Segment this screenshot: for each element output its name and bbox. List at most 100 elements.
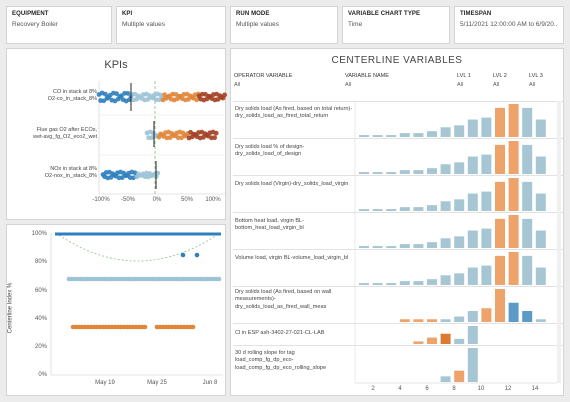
histogram-bar: [413, 319, 424, 322]
scatter-dots: [66, 252, 222, 330]
scatter-dot-blue: [180, 252, 186, 258]
histogram-bar: [386, 283, 397, 285]
variable-row[interactable]: Volume load, virgin BL-volume_load_virgi…: [233, 249, 563, 286]
histogram-bar: [427, 242, 437, 248]
kpi-label-line1: CO in stack at 8%: [52, 89, 97, 95]
header-label: VARIABLE NAME: [345, 73, 389, 79]
scatter-dot-blue: [194, 252, 200, 258]
histogram-bar: [440, 319, 451, 322]
histogram-bar: [372, 209, 383, 211]
histogram-bar: [535, 319, 546, 322]
histogram-bar: [522, 107, 533, 137]
variable-row[interactable]: 30 d rolling slope for tag load_comp_fg_…: [233, 345, 563, 383]
header-lvl1[interactable]: LVL 1 All: [457, 73, 471, 88]
histogram-bar: [467, 348, 478, 382]
histogram-bar: [508, 178, 519, 211]
kpi-dot: [155, 170, 161, 176]
filter-timespan[interactable]: TIMESPAN 5/11/2021 12:00:00 AM to 6/9/20…: [454, 6, 564, 44]
histogram-bar: [508, 104, 519, 137]
y-tick: 0%: [38, 372, 47, 378]
filter-run-mode[interactable]: RUN MODE Multiple values: [230, 6, 338, 44]
histogram-bar: [508, 141, 519, 174]
histogram-bar: [413, 244, 424, 248]
kpi-dot: [212, 135, 218, 141]
header-lvl2[interactable]: LVL 2 All: [493, 73, 507, 88]
kpi-label-nox[interactable]: NOx in stack at 8% O2-nox_in_stack_8%: [13, 166, 97, 180]
histogram-bar: [495, 144, 505, 174]
filter-title: RUN MODE: [236, 11, 270, 17]
histogram-bar: [522, 181, 533, 211]
histogram-x-tick: 10: [477, 386, 485, 392]
centerline-histograms[interactable]: [231, 49, 565, 397]
histogram-bar: [454, 236, 465, 248]
histogram-bar: [440, 333, 451, 344]
variable-label: Dry solids load % of design-dry_solids_l…: [235, 144, 305, 158]
kpi-strip-plot[interactable]: [7, 49, 228, 221]
centerline-index-scatter[interactable]: [7, 225, 227, 397]
histogram-bar: [454, 199, 465, 211]
histogram-bar: [372, 246, 383, 248]
histogram-bar: [386, 246, 397, 248]
histogram-bar: [495, 289, 505, 322]
histogram-bar: [535, 230, 546, 248]
filter-kpi[interactable]: KPI Multiple values: [116, 6, 226, 44]
kpi-label-line2: O2-nox_in_stack_8%: [44, 173, 97, 179]
histogram-bar: [467, 230, 478, 248]
centerline-variables-panel: CENTERLINE VARIABLES OPERATOR VARIABLE A…: [230, 48, 564, 396]
vertical-scrollbar: [557, 101, 561, 383]
histogram-bar: [440, 238, 451, 248]
histogram-bar: [399, 170, 410, 174]
histogram-bar: [535, 119, 546, 137]
header-label: LVL 1: [457, 73, 471, 79]
variable-row[interactable]: Bottom heat load, virgin BL-bottom_heat_…: [233, 212, 563, 249]
variable-row[interactable]: Dry solids load (As fired, based on wall…: [233, 286, 563, 323]
filter-equipment[interactable]: EQUIPMENT Recovery Boiler: [6, 6, 112, 44]
filter-value: 5/11/2021 12:00:00 AM to 6/9/20...: [460, 21, 558, 28]
histogram-bar: [413, 281, 424, 285]
histogram-bar: [522, 144, 533, 174]
kpi-x-tick: 0%: [152, 197, 162, 203]
histogram-bar: [399, 244, 410, 248]
histogram-bar: [427, 131, 437, 137]
scatter-dot-orange: [190, 324, 196, 330]
variable-label: Dry solids load (As fired, based on wall…: [235, 289, 332, 310]
header-operator-variable[interactable]: OPERATOR VARIABLE All: [234, 73, 292, 88]
y-tick: 60%: [34, 288, 47, 294]
histogram-bar: [495, 218, 505, 248]
x-tick: Jun 8: [202, 380, 218, 386]
histogram-bar: [481, 154, 492, 174]
variable-row[interactable]: Dry solids load % of design-dry_solids_l…: [233, 138, 563, 175]
header-lvl3[interactable]: LVL 3 All: [529, 73, 543, 88]
histogram-bar: [386, 172, 397, 174]
histogram-bar: [359, 246, 369, 248]
filter-variable-chart-type[interactable]: VARIABLE CHART TYPE Time: [342, 6, 450, 44]
histogram-bar: [372, 283, 383, 285]
variable-label: Bottom heat load, virgin BL-bottom_heat_…: [235, 218, 305, 232]
kpi-dot: [194, 97, 200, 103]
histogram-bar: [467, 267, 478, 285]
kpi-dot: [213, 130, 219, 136]
histogram-bar: [495, 107, 505, 137]
kpi-label-line2: wet-avg_fg_O2_eco2_wet: [33, 134, 97, 140]
variable-label: Dry solids load (As fired, based on tota…: [235, 106, 353, 120]
variable-label: 30 d rolling slope for tag load_comp_fg_…: [235, 350, 327, 371]
histogram-x-tick: 2: [371, 386, 375, 392]
filter-value: Multiple values: [122, 21, 165, 28]
histogram-bar: [454, 162, 465, 174]
histogram-bar: [454, 273, 465, 285]
kpi-dot: [103, 91, 108, 97]
kpi-label-co[interactable]: CO in stack at 8% O2-co_in_stack_8%: [13, 89, 97, 103]
histogram-bar: [399, 133, 410, 137]
kpi-panel: KPIs CO in stack at 8% O2-co_in_stack_8%…: [6, 48, 228, 221]
histogram-bar: [427, 337, 437, 344]
header-variable-name[interactable]: VARIABLE NAME All: [345, 73, 389, 88]
histogram-bar: [359, 135, 369, 137]
histogram-bar: [413, 341, 424, 344]
kpi-label-o2[interactable]: Flue gas O2 after ECOs, wet-avg_fg_O2_ec…: [13, 127, 97, 141]
histogram-bar: [386, 209, 397, 211]
variable-row[interactable]: Dry solids load (Virgin)-dry_solids_load…: [233, 175, 563, 212]
variable-row[interactable]: Cl in ESP ash-3402-27-021-CL-LAB: [233, 323, 563, 345]
x-tick: May 25: [147, 380, 167, 386]
variable-row[interactable]: Dry solids load (As fired, based on tota…: [233, 101, 563, 138]
filter-title: EQUIPMENT: [12, 11, 49, 17]
